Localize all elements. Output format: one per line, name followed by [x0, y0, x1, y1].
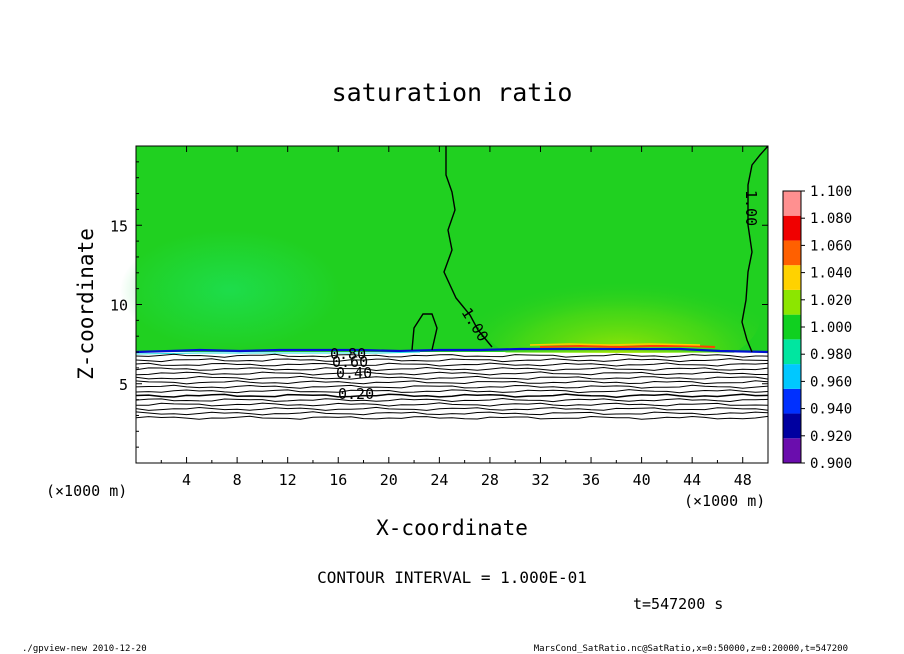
y-tick-label: 10: [110, 297, 128, 315]
x-tick-label: 20: [380, 471, 398, 489]
y-axis-label: Z-coordinate: [74, 228, 98, 380]
colorbar-tick-label: 0.920: [810, 429, 852, 445]
x-unit-label-right: (×1000 m): [684, 492, 765, 510]
y-tick-label: 15: [110, 217, 128, 235]
colorbar-swatch: [783, 413, 801, 439]
x-tick-label: 24: [430, 471, 448, 489]
colorbar: 0.900 0.920 0.940 0.960 0.980 1.000 1.020 1.040…: [782, 184, 852, 472]
contour-line: [135, 375, 769, 381]
footer-left: ./gpview-new 2010-12-20: [22, 644, 147, 654]
contour-1.00-middle: [443, 146, 493, 348]
x-axis-label: X-coordinate: [376, 516, 528, 540]
footer-right: MarsCond_SatRatio.nc@SatRatio,x=0:50000,…: [534, 644, 848, 654]
contour-line: [135, 411, 769, 416]
colorbar-tick-label: 1.040: [810, 266, 852, 282]
contour-interval: CONTOUR INTERVAL = 1.000E-01: [317, 568, 587, 587]
interface-hot-band: [539, 344, 716, 349]
contour-1.00-right: [741, 145, 769, 353]
contour-line: [135, 358, 769, 363]
contour-line: [135, 393, 769, 398]
colorbar-swatch: [783, 314, 801, 340]
colorbar-tick-label: 1.100: [810, 184, 852, 200]
contour-line: [135, 366, 769, 372]
contour-line: [135, 397, 769, 403]
colorbar-swatch: [783, 289, 801, 315]
colorbar-tick-label: 1.020: [810, 293, 852, 309]
colorbar-swatch: [783, 388, 801, 414]
colorbar-tick-label: 0.940: [810, 402, 852, 418]
colorbar-tick-label: 0.900: [810, 456, 852, 472]
interface-line: [135, 347, 769, 354]
contour-label-0.60: 0.60: [332, 353, 368, 371]
plot-area: 0.80 0.60 0.40 0.20 1.00 1.00: [120, 145, 769, 464]
x-tick-label: 36: [582, 471, 600, 489]
chart-title: saturation ratio: [332, 78, 573, 107]
colorbar-tick-label: 0.960: [810, 374, 852, 390]
x-axis-ticks: 4 8 12 16 20 24 28 32 36 40 44 48: [160, 146, 752, 489]
x-tick-label: 16: [329, 471, 347, 489]
colorbar-swatch: [783, 191, 801, 216]
contour-line: [136, 402, 769, 407]
contour-label-0.40: 0.40: [336, 364, 372, 382]
x-unit-label-left: (×1000 m): [46, 482, 127, 500]
contour-line: [135, 371, 768, 376]
x-tick-label: 40: [633, 471, 651, 489]
contour-label-1.00-right: 1.00: [742, 190, 760, 226]
colorbar-swatch: [783, 364, 801, 389]
contour-1.00-bubble: [411, 313, 438, 351]
y-axis-ticks: 5 10 15: [110, 161, 768, 448]
y-tick-label: 5: [119, 376, 128, 394]
contour-line: [135, 406, 769, 411]
upper-field-cool-patch: [120, 230, 340, 350]
contour-line: [135, 415, 769, 420]
x-tick-label: 48: [734, 471, 752, 489]
contour-line: [135, 389, 769, 394]
x-tick-label: 44: [683, 471, 701, 489]
x-tick-label: 28: [481, 471, 499, 489]
colorbar-tick-label: 1.080: [810, 211, 852, 227]
x-tick-label: 8: [233, 471, 242, 489]
contour-lines: [135, 353, 769, 420]
interface-highlight: [135, 351, 421, 355]
contour-line: [135, 362, 769, 367]
colorbar-swatch: [783, 438, 801, 463]
contour-line: [135, 380, 769, 385]
interface-yellow-band: [529, 343, 701, 346]
contour-label-0.80: 0.80: [330, 345, 366, 363]
contour-label-0.20: 0.20: [338, 385, 374, 403]
time-label: t=547200 s: [633, 595, 723, 613]
contour-line: [135, 353, 769, 358]
colorbar-swatch: [783, 339, 801, 365]
colorbar-swatch: [783, 240, 801, 266]
colorbar-tick-label: 1.060: [810, 238, 852, 254]
colorbar-swatch: [783, 265, 801, 290]
x-tick-label: 12: [279, 471, 297, 489]
x-tick-label: 4: [182, 471, 191, 489]
colorbar-swatch: [783, 215, 801, 241]
colorbar-tick-label: 1.000: [810, 320, 852, 336]
x-tick-label: 32: [531, 471, 549, 489]
colorbar-tick-label: 0.980: [810, 347, 852, 363]
contour-line: [135, 384, 769, 389]
